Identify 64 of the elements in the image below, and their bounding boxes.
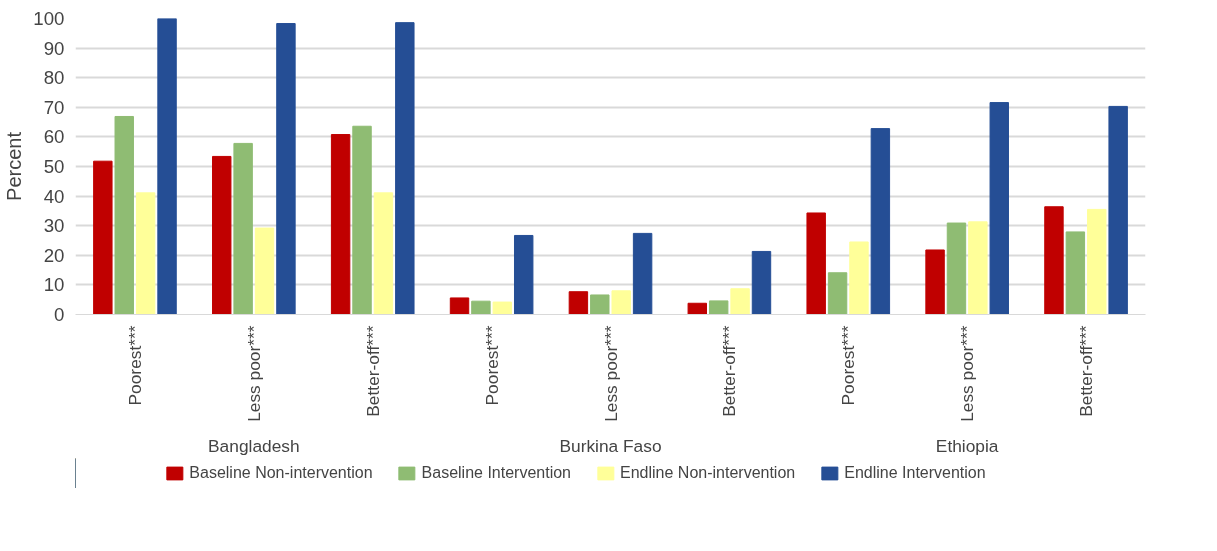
bar	[449, 297, 470, 315]
bar	[1087, 208, 1107, 315]
x-tick-label: Less poor***	[243, 325, 264, 422]
bar	[471, 300, 491, 315]
bar	[352, 125, 372, 315]
y-tick-label: 100	[33, 8, 65, 29]
x-tick-label: Better-off***	[362, 325, 383, 417]
x-tick-label: Poorest***	[124, 325, 145, 406]
bar	[968, 221, 988, 315]
y-tick-label: 40	[43, 185, 65, 207]
y-tick-label: 30	[43, 215, 65, 237]
bar	[373, 192, 394, 315]
bar	[135, 192, 156, 315]
bar	[590, 294, 610, 315]
y-tick-label: 90	[43, 37, 65, 59]
y-tick-label: 20	[43, 244, 65, 266]
legend-label: Baseline Non-intervention	[189, 464, 373, 482]
bar	[395, 22, 415, 315]
bar	[114, 115, 134, 315]
bar	[514, 234, 534, 315]
bar	[1065, 231, 1086, 315]
bar	[157, 18, 177, 315]
y-tick-label: 10	[43, 274, 65, 296]
bar	[276, 23, 296, 315]
text: Ethiopia	[935, 435, 999, 456]
y-axis-title: Percent	[3, 131, 26, 201]
text: Burkina Faso	[559, 435, 662, 456]
bar	[1108, 105, 1128, 315]
bar	[492, 301, 513, 315]
bar	[233, 142, 253, 315]
bar	[330, 134, 351, 315]
bar	[989, 102, 1009, 315]
legend-label: Endline Non-intervention	[620, 464, 796, 482]
bar	[254, 227, 275, 315]
bar	[870, 128, 891, 315]
legend-label: Endline Intervention	[844, 464, 986, 482]
bar	[568, 291, 589, 315]
bar	[730, 288, 750, 315]
bar	[632, 232, 653, 315]
x-tick-label: Better-off***	[719, 325, 740, 417]
bar	[925, 249, 945, 315]
x-tick-label: Less poor***	[600, 325, 621, 422]
bar	[751, 250, 772, 315]
y-tick-label: 0	[54, 304, 65, 325]
text: Bangladesh	[208, 435, 300, 456]
y-tick-label: 50	[43, 156, 65, 177]
y-tick-label: 70	[43, 96, 65, 118]
bar	[827, 272, 848, 315]
legend-label: Baseline Intervention	[421, 464, 571, 482]
bar	[1044, 206, 1064, 315]
x-tick-label: Poorest***	[481, 325, 502, 406]
bar	[849, 241, 869, 315]
bar	[93, 160, 113, 315]
bar	[708, 300, 729, 315]
bar	[806, 212, 826, 315]
bar	[687, 302, 707, 315]
y-tick-label: 80	[43, 67, 65, 89]
x-tick-label: Better-off***	[1076, 325, 1097, 417]
bar	[946, 222, 967, 315]
x-tick-label: Less poor***	[957, 325, 978, 422]
y-tick-label: 60	[43, 126, 65, 148]
bar	[611, 290, 631, 315]
bar	[212, 155, 232, 315]
x-tick-label: Poorest***	[838, 325, 859, 406]
